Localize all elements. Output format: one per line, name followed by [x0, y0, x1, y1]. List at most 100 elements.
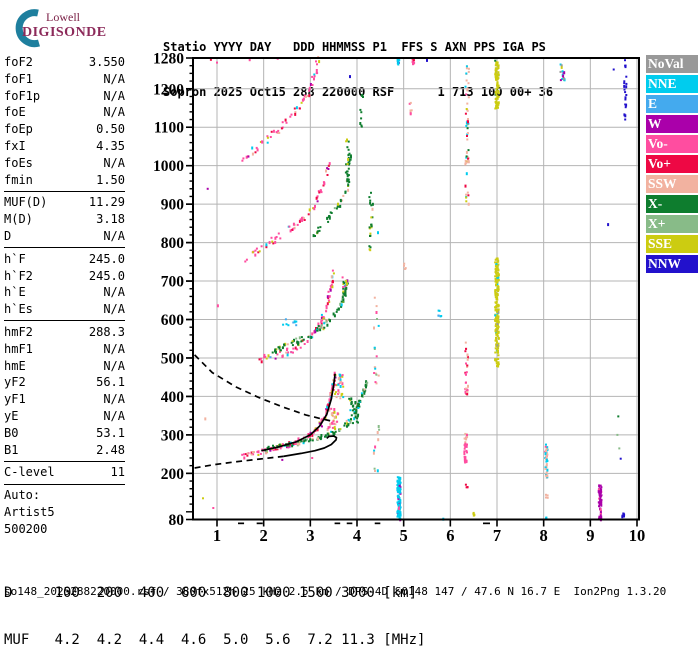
param-row: D N/A: [4, 228, 125, 245]
svg-text:10: 10: [629, 526, 646, 545]
param-row: foEs N/A: [4, 155, 125, 172]
param-value: 1.50: [96, 172, 125, 187]
panel-divider: [4, 460, 125, 462]
legend-item-ssw: SSW: [646, 175, 698, 193]
param-row: yE N/A: [4, 408, 125, 425]
param-row: yF2 56.1: [4, 374, 125, 391]
svg-text:1280: 1280: [153, 51, 184, 68]
legend-item-x: X-: [646, 195, 698, 213]
param-label: B1: [4, 442, 19, 457]
legend-item-w: W: [646, 115, 698, 133]
svg-text:500: 500: [161, 350, 185, 367]
param-label: hmF2: [4, 324, 33, 339]
status-line: so148_2025288220000.rsf / 380fx512h 25 k…: [4, 585, 667, 598]
svg-text:600: 600: [161, 312, 185, 329]
param-row: h`Es N/A: [4, 301, 125, 318]
param-label: h`F: [4, 251, 26, 266]
svg-text:900: 900: [161, 197, 185, 214]
param-row: foEp 0.50: [4, 121, 125, 138]
svg-text:4: 4: [353, 526, 361, 545]
muf-distance-row: D 100 200 400 600 800 1000 1500 3000 [km…: [4, 585, 418, 601]
param-value: N/A: [103, 71, 125, 86]
param-value: 56.1: [96, 375, 125, 390]
param-label: B0: [4, 425, 19, 440]
param-row: Artist5: [4, 504, 125, 521]
param-value: 3.18: [96, 212, 125, 227]
param-label: MUF(D): [4, 195, 48, 210]
param-value: N/A: [103, 302, 125, 317]
param-label: foEs: [4, 155, 33, 170]
svg-text:8: 8: [540, 526, 548, 545]
header-field-names: Statio YYYY DAY DDD HHMMSS P1 FFS S AXN …: [163, 40, 546, 54]
param-value: 11: [110, 465, 125, 480]
param-value: 4.35: [96, 138, 125, 153]
param-row: h`F 245.0: [4, 251, 125, 268]
param-row: hmF1 N/A: [4, 341, 125, 358]
svg-text:1000: 1000: [153, 158, 184, 175]
muf-distance-table: D 100 200 400 600 800 1000 1500 3000 [km…: [4, 555, 425, 664]
param-value: N/A: [103, 392, 125, 407]
param-value: N/A: [103, 285, 125, 300]
param-label: fxI: [4, 138, 26, 153]
legend-item-vo: Vo-: [646, 135, 698, 153]
logo-lowell-text: Lowell: [46, 10, 80, 24]
param-label: yE: [4, 408, 19, 423]
svg-text:6: 6: [446, 526, 454, 545]
param-label: foEp: [4, 122, 33, 137]
param-row: M(D) 3.18: [4, 211, 125, 228]
logo-arc-icon: [15, 9, 40, 48]
param-value: 0.50: [96, 122, 125, 137]
param-label: D: [4, 228, 12, 243]
param-label: foF2: [4, 55, 33, 69]
param-row: hmE N/A: [4, 358, 125, 375]
svg-text:400: 400: [161, 389, 185, 406]
svg-text:200: 200: [161, 466, 185, 483]
param-value: N/A: [103, 358, 125, 373]
param-row: 500200: [4, 521, 125, 538]
param-row: h`E N/A: [4, 284, 125, 301]
svg-text:1: 1: [213, 526, 221, 545]
param-value: N/A: [103, 155, 125, 170]
param-label: foF1: [4, 71, 33, 86]
param-value: N/A: [103, 228, 125, 243]
svg-text:1100: 1100: [154, 120, 184, 137]
param-label: Auto:: [4, 488, 41, 503]
param-label: fmin: [4, 172, 33, 187]
param-label: C-level: [4, 465, 55, 480]
param-row: foF2 3.550: [4, 54, 125, 71]
legend-item-noval: NoVal: [646, 55, 698, 73]
param-row: Auto:: [4, 487, 125, 504]
param-label: h`Es: [4, 302, 33, 317]
scaled-parameters-panel: foF2 3.550 foF1 N/A foF1p N/A foE N/A foEp 0.50 fx…: [4, 54, 125, 538]
param-value: 288.3: [88, 324, 125, 339]
svg-text:7: 7: [493, 526, 501, 545]
param-row: foF1 N/A: [4, 71, 125, 88]
panel-divider: [4, 320, 125, 322]
param-row: yF1 N/A: [4, 391, 125, 408]
param-value: 2.48: [96, 442, 125, 457]
legend-item-nne: NNE: [646, 75, 698, 93]
svg-text:1200: 1200: [153, 81, 184, 98]
param-value: 3.550: [88, 55, 125, 69]
param-value: 245.0: [88, 268, 125, 283]
legend-item-x: X+: [646, 215, 698, 233]
param-value: N/A: [103, 88, 125, 103]
legend-item-sse: SSE: [646, 235, 698, 253]
svg-text:5: 5: [400, 526, 408, 545]
param-row: fxI 4.35: [4, 138, 125, 155]
param-value: N/A: [103, 105, 125, 120]
param-label: foE: [4, 105, 26, 120]
ionogram-plot: 8020030040050060070080090010001100120012…: [153, 51, 646, 546]
param-label: h`F2: [4, 268, 33, 283]
param-row: hmF2 288.3: [4, 324, 125, 341]
param-row: fmin 1.50: [4, 172, 125, 189]
svg-text:800: 800: [161, 235, 185, 252]
digisonde-logo: Lowell DIGISONDE: [8, 4, 158, 52]
param-row: B0 53.1: [4, 425, 125, 442]
param-row: B1 2.48: [4, 442, 125, 459]
panel-divider: [4, 190, 125, 192]
param-row: h`F2 245.0: [4, 268, 125, 285]
param-row: foF1p N/A: [4, 88, 125, 105]
panel-divider: [4, 483, 125, 485]
param-label: foF1p: [4, 88, 41, 103]
